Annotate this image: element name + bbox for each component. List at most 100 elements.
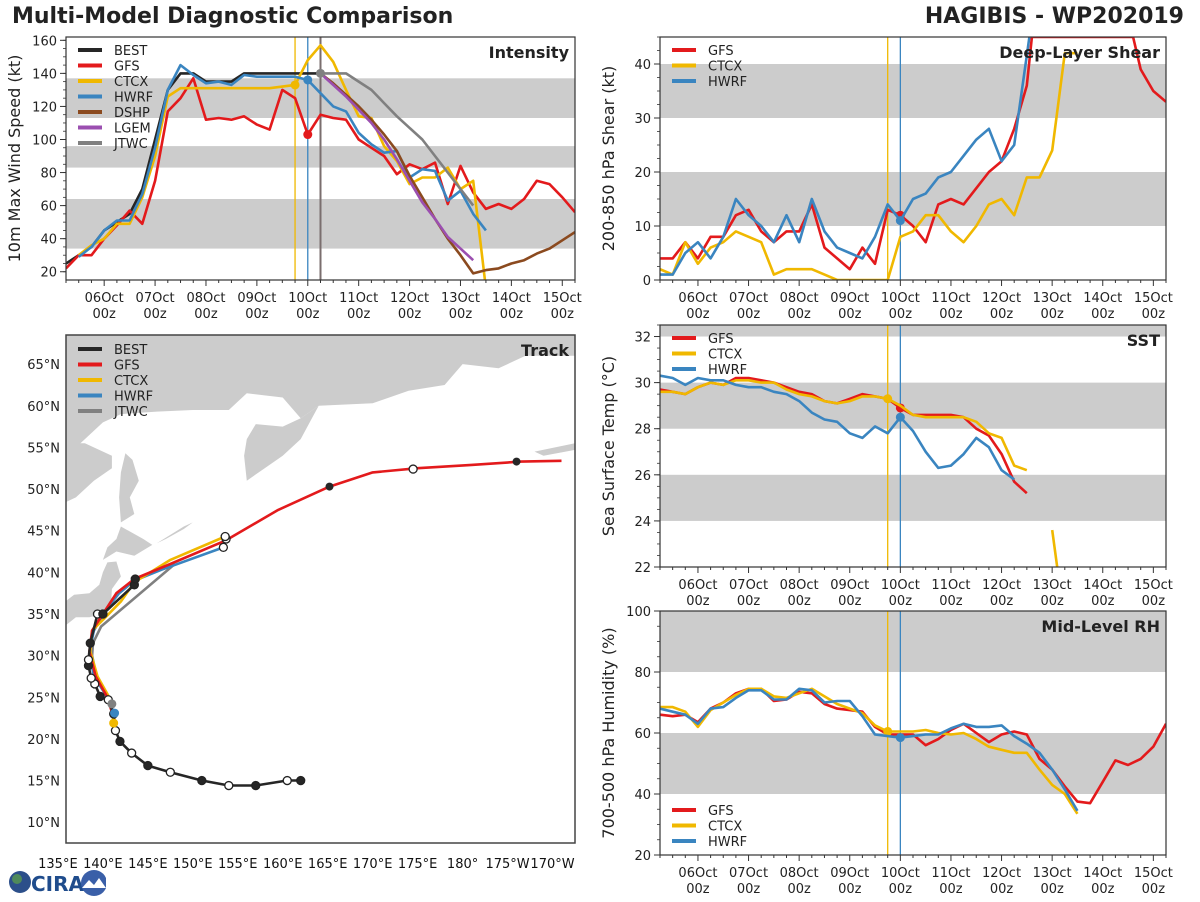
land-mass (156, 522, 193, 544)
y-tick-label: 24 (634, 515, 651, 530)
y-tick-label: 30 (634, 377, 651, 392)
track-panel: 10°N 15°N 20°N 25°N 30°N 35°N 40°N 45°N 50°N 55°N… (27, 334, 576, 872)
lat-label: 65°N (27, 358, 60, 373)
legend-label-best: BEST (114, 44, 147, 59)
y-tick-label: 20 (634, 166, 651, 181)
x-tick-label: 00z (737, 594, 761, 609)
cira-logo: CIRA (6, 866, 107, 898)
lon-label: 150°E (173, 857, 213, 872)
legend-label-ctcx: CTCX (114, 75, 148, 90)
x-tick-label: 00z (737, 307, 761, 322)
y-tick-label: 26 (634, 469, 651, 484)
land-mass (119, 453, 139, 523)
series-line-ctcx (660, 378, 1028, 472)
legend-label-gfs: GFS (708, 804, 734, 819)
x-tick-label: 08Oct (780, 578, 819, 593)
y-tick-label: 120 (32, 100, 57, 115)
lon-label: 170°E (353, 857, 393, 872)
legend-label-gfs: GFS (114, 359, 140, 374)
y-tick-label: 20 (634, 849, 651, 864)
init-point-hwrf (303, 75, 313, 85)
series-line-hwrf (660, 374, 1015, 481)
x-tick-label: 11Oct (339, 291, 378, 306)
series-line-lgem (319, 72, 475, 262)
legend-label-jtwc: JTWC (113, 137, 148, 152)
best-point-filled (115, 736, 125, 747)
legend-label-ctcx: CTCX (708, 820, 742, 835)
best-point-open (165, 767, 175, 777)
lon-label: 145°E (128, 857, 168, 872)
lon-label: 170°W (530, 857, 574, 872)
x-tick-label: 00z (1040, 882, 1064, 897)
x-tick-label: 06Oct (678, 291, 717, 306)
lat-label: 30°N (27, 650, 60, 665)
lon-label: 155°E (218, 857, 258, 872)
x-tick-label: 09Oct (830, 291, 869, 306)
land-mass (66, 335, 575, 457)
lon-label: 135°E (38, 857, 78, 872)
y-axis-label: 700-500 hPa Humidity (%) (599, 627, 618, 838)
x-tick-label: 07Oct (729, 866, 768, 881)
best-point-filled (296, 775, 306, 786)
x-tick-label: 10Oct (881, 578, 920, 593)
series-line-jtwc (320, 72, 475, 207)
best-point-filled (98, 609, 108, 619)
legend-label-dshp: DSHP (114, 106, 150, 121)
x-tick-label: 00z (347, 307, 371, 322)
y-axis-label: 10m Max Wind Speed (kt) (5, 55, 24, 263)
series-line-hwrf (77, 63, 487, 258)
y-axis-label: Sea Surface Temp (°C) (599, 356, 618, 536)
lat-label: 45°N (27, 525, 60, 540)
best-point-filled (251, 780, 261, 791)
storm-title: HAGIBIS - WP202019 (924, 4, 1184, 29)
x-tick-label: 00z (1091, 307, 1115, 322)
panel-title: SST (1127, 331, 1160, 350)
legend-label-ctcx: CTCX (708, 348, 742, 363)
track-group (83, 457, 562, 791)
y-tick-label: 60 (634, 727, 651, 742)
lat-label: 55°N (27, 441, 60, 456)
x-tick-label: 00z (398, 307, 422, 322)
legend-label-hwrf: HWRF (114, 91, 153, 106)
track-line-gfs (88, 459, 562, 719)
x-tick-label: 00z (686, 307, 710, 322)
track-point-open (408, 464, 418, 474)
x-tick-label: 06Oct (85, 291, 124, 306)
lon-label: 140°E (83, 857, 123, 872)
lat-label: 40°N (27, 566, 60, 581)
shade-band (660, 733, 1166, 794)
shear-panel: 01020304006Oct00z07Oct00z08Oct00z09Oct00… (599, 36, 1173, 322)
best-point-open (282, 775, 292, 786)
x-tick-label: 15Oct (1134, 578, 1173, 593)
best-point-open (126, 748, 137, 758)
best-point-filled (143, 760, 153, 771)
y-tick-label: 100 (626, 605, 651, 620)
x-tick-label: 11Oct (931, 578, 970, 593)
x-tick-label: 00z (1091, 882, 1115, 897)
series-line-hwrf (660, 37, 1031, 276)
main-title: Multi-Model Diagnostic Comparison (12, 4, 454, 29)
track-point-filled (325, 482, 334, 491)
x-tick-label: 00z (1142, 307, 1166, 322)
x-tick-label: 08Oct (780, 291, 819, 306)
shade-band (660, 325, 1166, 337)
x-tick-label: 13Oct (441, 291, 480, 306)
x-tick-label: 15Oct (1134, 866, 1173, 881)
shade-band (660, 382, 1166, 429)
lat-label: 15°N (27, 775, 60, 790)
track-point-filled (512, 457, 521, 466)
y-tick-label: 160 (32, 34, 57, 49)
best-point-open (83, 655, 94, 665)
x-tick-label: 00z (449, 307, 473, 322)
legend-label-hwrf: HWRF (708, 363, 747, 378)
init-point-hwrf (895, 216, 905, 226)
panel-title: Mid-Level RH (1041, 617, 1160, 636)
x-tick-label: 00z (1142, 594, 1166, 609)
x-tick-label: 12Oct (982, 578, 1021, 593)
x-tick-label: 14Oct (1083, 866, 1122, 881)
best-point-open (224, 780, 234, 791)
y-tick-label: 22 (634, 561, 651, 576)
series-line-ctcx (77, 44, 487, 280)
x-tick-label: 00z (787, 307, 811, 322)
shade-band (660, 474, 1166, 521)
